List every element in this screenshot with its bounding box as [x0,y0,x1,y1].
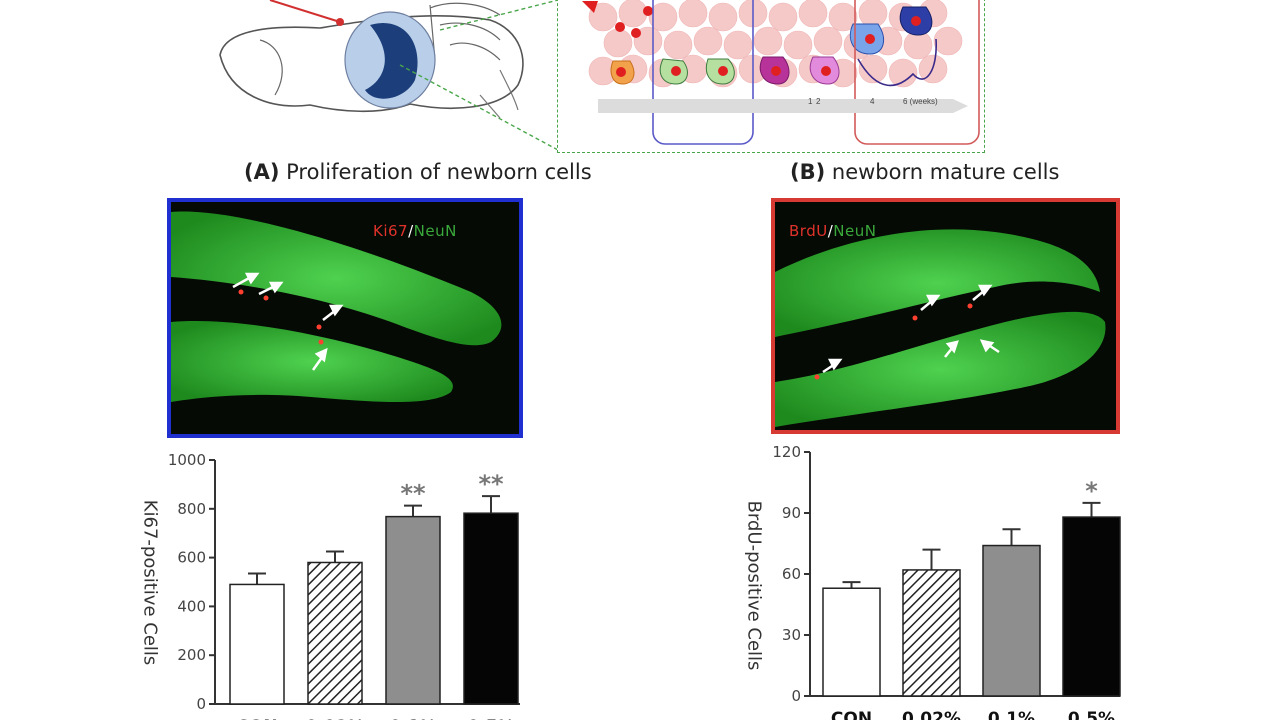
category-label: 0.02% [902,709,961,720]
panel-a-letter: (A) [244,160,280,184]
timeline-tick-label: 4 [870,97,875,106]
bar [229,583,285,705]
chart-a-ylabel: Ki67-positive Cells [139,499,161,666]
bar [307,561,363,705]
y-tick-label: 0 [196,695,206,713]
panel-a-title: (A) Proliferation of newborn cells [244,160,592,184]
significance-marker: * [1085,477,1098,505]
bar [1062,516,1121,697]
label-separator: / [408,222,414,240]
category-label: 0.5% [1068,709,1115,720]
chart-a: 0 200 400 600 800 1000 CON 0.02% ** 0.1% ** 0.5% [168,451,520,720]
micrograph-b-image [775,229,1106,427]
y-tick-label: 120 [772,443,801,461]
y-tick-label: 0 [791,687,801,705]
significance-marker: ** [478,470,504,498]
y-tick-label: 400 [177,597,206,615]
counter-label: NeuN [833,222,877,240]
neurogenesis-stages-drawing [582,0,980,145]
zoom-connector-lines [399,0,559,151]
chart-b: 0 30 60 90 120 CON 0.02% 0.1% * 0.5% [772,443,1121,720]
bar [982,544,1041,697]
label-separator: / [827,222,834,240]
timeline-tick-label: 6 (weeks) [903,97,938,106]
category-label: 0.02% [306,717,365,720]
panel-b-title: (B) newborn mature cells [790,160,1059,184]
brain-illustration [200,0,540,125]
significance-marker: ** [400,480,426,508]
y-tick-label: 30 [782,626,801,644]
micrograph-b: BrdU/NeuN [771,198,1120,434]
bar [902,569,961,697]
category-label: CON [831,709,872,720]
marker-label: BrdU [789,222,828,240]
panel-b-title-text: newborn mature cells [831,160,1060,184]
micrograph-a: Ki67/NeuN [167,198,523,438]
y-tick-label: 800 [177,500,206,518]
category-label: 0.1% [389,717,436,720]
bar [463,512,519,705]
bar [822,587,881,697]
panel-b-letter: (B) [790,160,826,184]
category-label: CON [236,717,277,720]
y-tick-label: 600 [177,549,206,567]
y-tick-label: 200 [177,646,206,664]
micrograph-a-image [171,211,502,402]
category-label: 0.1% [988,709,1035,720]
y-tick-label: 90 [782,504,801,522]
panel-a-title-text: Proliferation of newborn cells [286,160,592,184]
brain-sagittal-drawing [219,0,524,119]
counter-label: NeuN [413,222,457,240]
neurogenesis-inset: 1 2 4 6 (weeks) [557,0,985,153]
micrograph-b-label: BrdU/NeuN [789,222,876,240]
timeline-tick-label: 1 [808,97,813,106]
y-tick-label: 60 [782,565,801,583]
micrograph-a-label: Ki67/NeuN [373,222,457,240]
category-label: 0.5% [467,717,514,720]
bar [385,515,441,705]
timeline-tick-label: 2 [816,97,821,106]
marker-label: Ki67 [373,222,409,240]
y-tick-label: 1000 [168,451,206,469]
